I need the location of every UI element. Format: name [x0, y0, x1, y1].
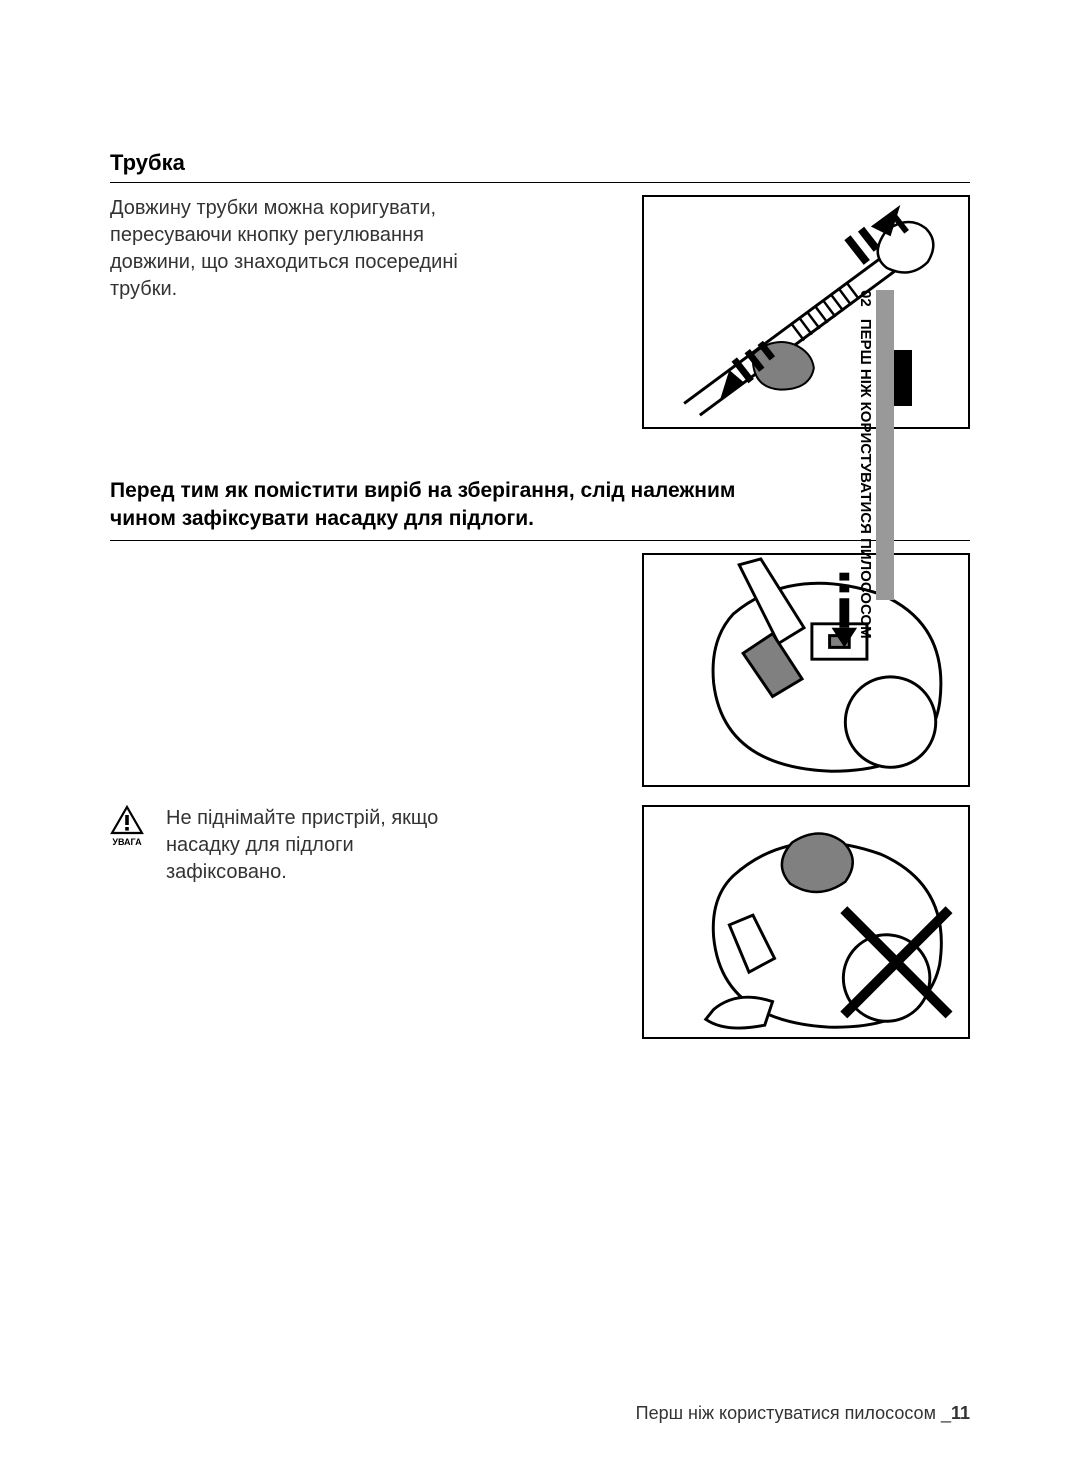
row-caution: УВАГА Не піднімайте пристрій, якщо насад…	[110, 805, 970, 1039]
figure-do-not-lift	[642, 805, 970, 1039]
footer-text: Перш ніж користуватися пилососом _	[636, 1403, 951, 1423]
row-storage	[110, 553, 970, 787]
chapter-tab-label: 02 ПЕРШ НІЖ КОРИСТУВАТИСЯ ПИЛОСОСОМ	[857, 290, 874, 639]
storage-rule	[110, 540, 970, 541]
page-footer: Перш ніж користуватися пилососом _11	[0, 1403, 970, 1424]
section-rule	[110, 182, 970, 183]
caution-label: УВАГА	[110, 837, 144, 847]
footer-page-number: 11	[951, 1403, 970, 1423]
storage-heading: Перед тим як помістити виріб на зберіган…	[110, 477, 790, 534]
chapter-number: 02	[857, 290, 874, 307]
figure-tube-adjust	[642, 195, 970, 429]
caution-icon: УВАГА	[110, 805, 144, 847]
figure-dock-nozzle	[642, 553, 970, 787]
intro-paragraph: Довжину трубки можна коригувати, пересув…	[110, 195, 490, 303]
chapter-tab	[876, 290, 894, 600]
caution-text: Не піднімайте пристрій, якщо насадку для…	[166, 805, 466, 886]
section-title: Трубка	[110, 150, 970, 176]
row-tube: Довжину трубки можна коригувати, пересув…	[110, 195, 970, 429]
chapter-title: ПЕРШ НІЖ КОРИСТУВАТИСЯ ПИЛОСОСОМ	[857, 319, 874, 639]
manual-page: 02 ПЕРШ НІЖ КОРИСТУВАТИСЯ ПИЛОСОСОМ Труб…	[0, 0, 1080, 1472]
